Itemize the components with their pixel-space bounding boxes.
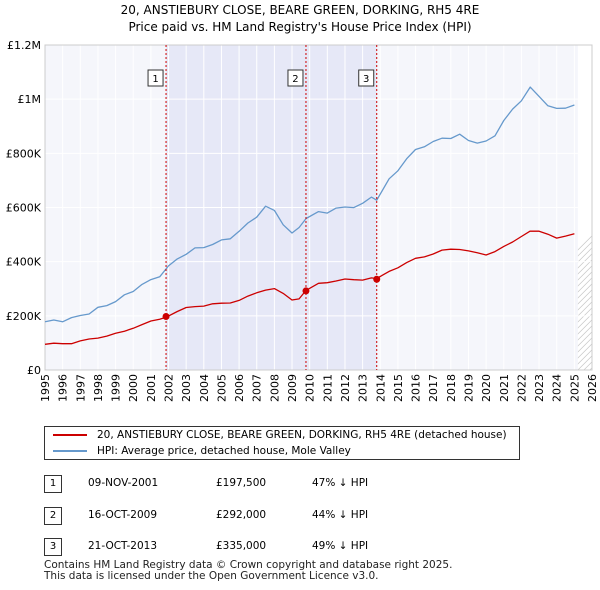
x-tick-label: 2024 <box>551 374 564 402</box>
footer-license: This data is licensed under the Open Gov… <box>44 570 379 582</box>
legend-label-hpi: HPI: Average price, detached house, Mole… <box>97 445 351 457</box>
hatch-line <box>596 45 600 370</box>
y-tick-label: £800K <box>6 147 42 160</box>
grid-lines <box>44 44 593 371</box>
x-tick-label: 2007 <box>251 374 264 402</box>
x-tick-label: 2011 <box>321 374 334 402</box>
x-tick-label: 2015 <box>392 374 405 402</box>
x-tick-label: 2001 <box>145 374 158 402</box>
transaction-number: 3 <box>44 538 62 556</box>
x-tick-label: 1999 <box>110 374 123 402</box>
transaction-label: 1 <box>152 74 158 85</box>
footer-copyright: Contains HM Land Registry data © Crown c… <box>44 559 453 571</box>
legend-item-hpi: HPI: Average price, detached house, Mole… <box>53 443 351 459</box>
x-tick-label: 1996 <box>57 374 70 402</box>
legend-swatch-hpi <box>53 450 87 452</box>
transaction-point <box>162 313 170 321</box>
x-axis: 1995 1996 1997 1998 1999 2000 2001 2002 2003 2004… <box>39 374 599 402</box>
x-tick-label: 2021 <box>498 374 511 402</box>
transaction-price: £197,500 <box>216 477 267 489</box>
transaction-label: 3 <box>363 74 369 85</box>
x-tick-label: 2022 <box>515 374 528 402</box>
x-tick-label: 2017 <box>427 374 440 402</box>
transaction-label: 2 <box>292 74 298 85</box>
transaction-hpi: 47% ↓ HPI <box>312 477 369 489</box>
x-tick-label: 2014 <box>374 374 387 402</box>
x-tick-label: 2009 <box>286 374 299 402</box>
x-tick-label: 2002 <box>163 374 176 402</box>
transaction-date: 16-OCT-2009 <box>88 509 157 521</box>
x-tick-label: 2012 <box>339 374 352 402</box>
transaction-markers: 1 2 3 <box>147 45 381 370</box>
chart-subtitle: Price paid vs. HM Land Registry's House … <box>128 20 471 34</box>
x-tick-label: 1997 <box>74 374 87 402</box>
x-tick-label: 2026 <box>586 374 599 402</box>
transaction-hpi: 44% ↓ HPI <box>312 509 369 521</box>
transaction-hpi: 49% ↓ HPI <box>312 540 369 552</box>
x-tick-label: 2023 <box>533 374 546 402</box>
x-tick-label: 1995 <box>39 374 52 402</box>
transaction-point <box>373 275 381 283</box>
chart-title: 20, ANSTIEBURY CLOSE, BEARE GREEN, DORKI… <box>121 3 480 17</box>
x-tick-label: 2004 <box>198 374 211 402</box>
price-chart: 20, ANSTIEBURY CLOSE, BEARE GREEN, DORKI… <box>6 3 600 402</box>
x-tick-label: 2018 <box>445 374 458 402</box>
x-tick-label: 2005 <box>215 374 228 402</box>
x-tick-label: 2016 <box>410 374 423 402</box>
legend-item-property: 20, ANSTIEBURY CLOSE, BEARE GREEN, DORKI… <box>53 427 507 443</box>
transaction-number: 1 <box>44 475 62 493</box>
footer: Contains HM Land Registry data © Crown c… <box>44 560 452 582</box>
y-tick-label: £600K <box>6 202 42 215</box>
transaction-price: £292,000 <box>216 509 267 521</box>
transaction-label-box <box>358 69 375 87</box>
x-tick-label: 2010 <box>304 374 317 402</box>
y-tick-label: £1M <box>18 93 42 106</box>
plot-frame <box>44 44 593 371</box>
y-tick-label: £200K <box>6 310 42 323</box>
transaction-point <box>302 287 310 295</box>
transaction-date: 21-OCT-2013 <box>88 540 157 552</box>
y-tick-label: £400K <box>6 256 42 269</box>
y-axis: £0 £200K £400K £600K £800K £1M £1.2M <box>6 39 42 377</box>
transaction-label-box <box>147 69 164 87</box>
x-tick-label: 2020 <box>480 374 493 402</box>
legend: 20, ANSTIEBURY CLOSE, BEARE GREEN, DORKI… <box>44 426 520 460</box>
x-tick-label: 2025 <box>568 374 581 402</box>
legend-swatch-property <box>53 434 87 436</box>
transaction-date: 09-NOV-2001 <box>88 477 159 489</box>
y-tick-label: £0 <box>27 364 41 377</box>
legend-label-property: 20, ANSTIEBURY CLOSE, BEARE GREEN, DORKI… <box>97 429 507 441</box>
x-tick-label: 2006 <box>233 374 246 402</box>
x-tick-label: 2003 <box>180 374 193 402</box>
y-tick-label: £1.2M <box>7 39 41 52</box>
x-tick-label: 2000 <box>127 374 140 402</box>
transaction-price: £335,000 <box>216 540 267 552</box>
x-tick-label: 1998 <box>92 374 105 402</box>
x-tick-label: 2019 <box>462 374 475 402</box>
x-tick-label: 2008 <box>268 374 281 402</box>
transaction-label-box <box>287 69 304 87</box>
x-tick-label: 2013 <box>357 374 370 402</box>
transaction-number: 2 <box>44 507 62 525</box>
